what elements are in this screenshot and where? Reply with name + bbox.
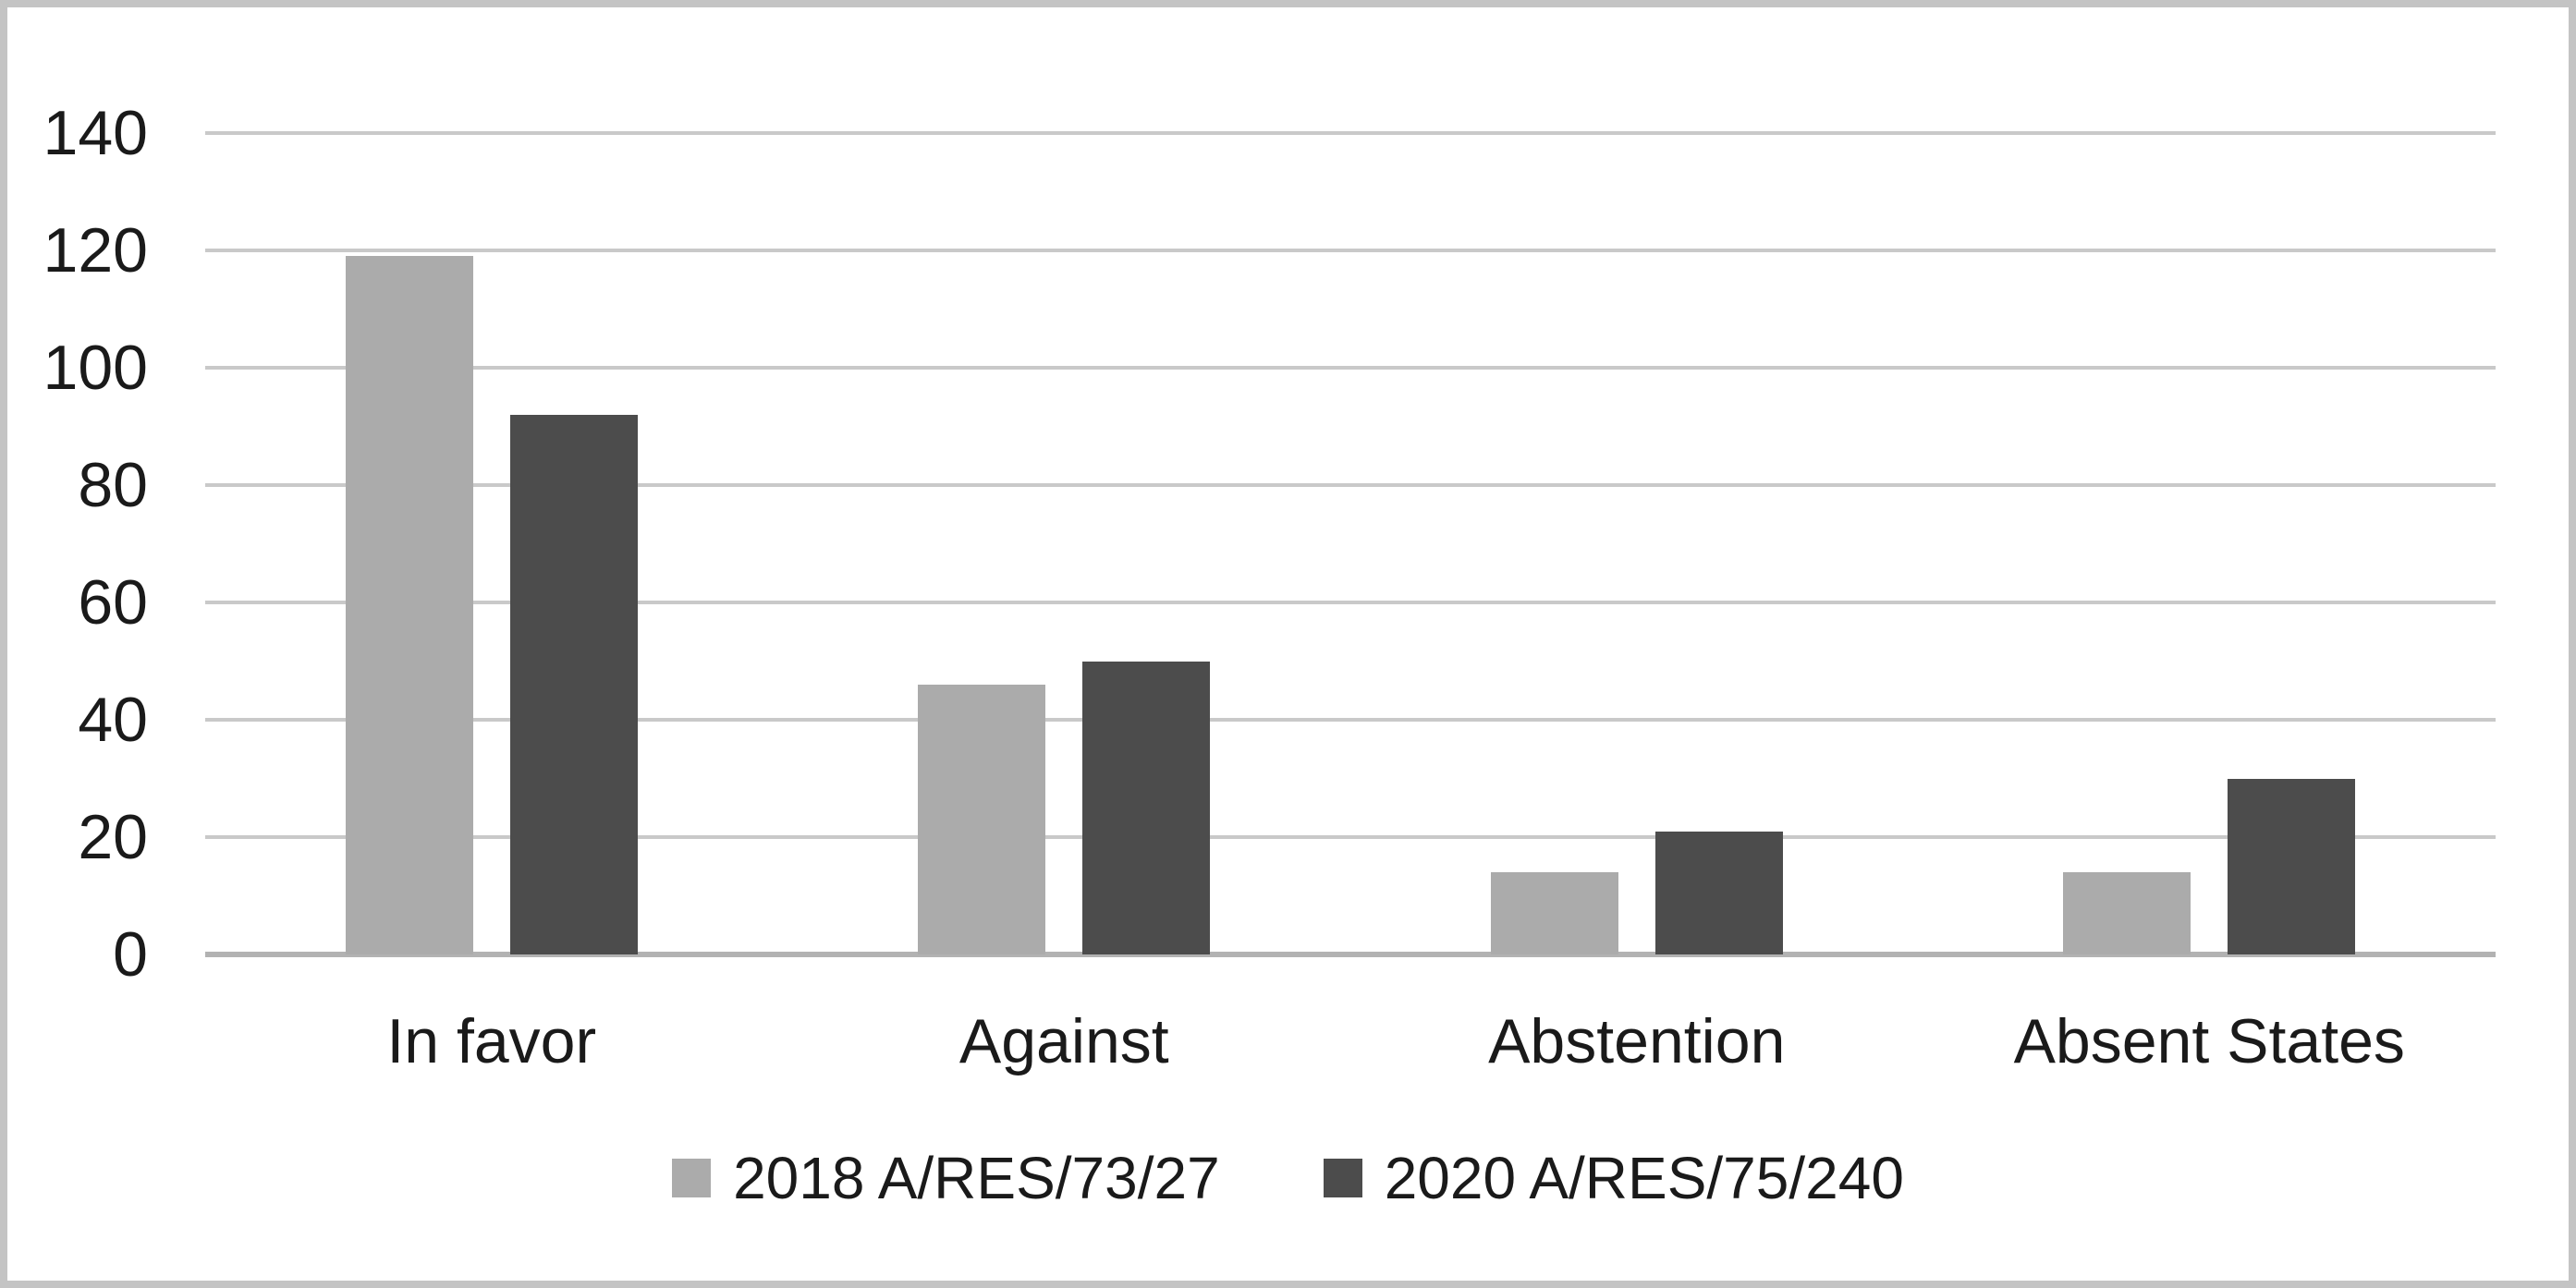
legend-item-2020: 2020 A/RES/75/240: [1323, 1144, 1904, 1212]
y-tick-label-40: 40: [78, 685, 148, 755]
gridline-100: [205, 366, 2496, 370]
gridline-0: [205, 952, 2496, 957]
gridline-20: [205, 835, 2496, 839]
gridline-140: [205, 131, 2496, 135]
bar-2018-in-favor: [345, 256, 473, 954]
y-tick-label-80: 80: [78, 450, 148, 520]
gridline-120: [205, 249, 2496, 252]
y-tick-label-0: 0: [113, 919, 148, 990]
x-category-label-against: Against: [958, 1006, 1169, 1076]
legend-swatch-2018: [672, 1159, 712, 1197]
y-tick-label-60: 60: [78, 567, 148, 638]
legend-label-2018: 2018 A/RES/73/27: [733, 1145, 1220, 1211]
y-tick-label-100: 100: [43, 333, 148, 403]
legend: 2018 A/RES/73/27 2020 A/RES/75/240: [0, 1144, 2576, 1212]
gridline-40: [205, 718, 2496, 722]
legend-label-2020: 2020 A/RES/75/240: [1384, 1145, 1904, 1211]
bar-2020-absent-states: [2228, 778, 2356, 954]
bar-2020-abstention: [1654, 831, 1783, 954]
legend-swatch-2020: [1323, 1159, 1362, 1197]
gridline-60: [205, 601, 2496, 604]
legend-item-2018: 2018 A/RES/73/27: [672, 1144, 1220, 1212]
bar-2020-in-favor: [509, 414, 638, 954]
y-tick-label-120: 120: [43, 215, 148, 286]
bar-2020-against: [1082, 661, 1211, 954]
y-tick-label-140: 140: [43, 98, 148, 168]
bar-2018-abstention: [1490, 872, 1618, 954]
y-tick-label-20: 20: [78, 802, 148, 872]
x-category-label-in-favor: In favor: [386, 1006, 597, 1076]
bar-2018-against: [918, 684, 1046, 954]
x-category-label-absent-states: Absent States: [2013, 1006, 2405, 1076]
bar-2018-absent-states: [2063, 872, 2191, 954]
gridline-80: [205, 483, 2496, 487]
x-category-label-abstention: Abstention: [1488, 1006, 1786, 1076]
